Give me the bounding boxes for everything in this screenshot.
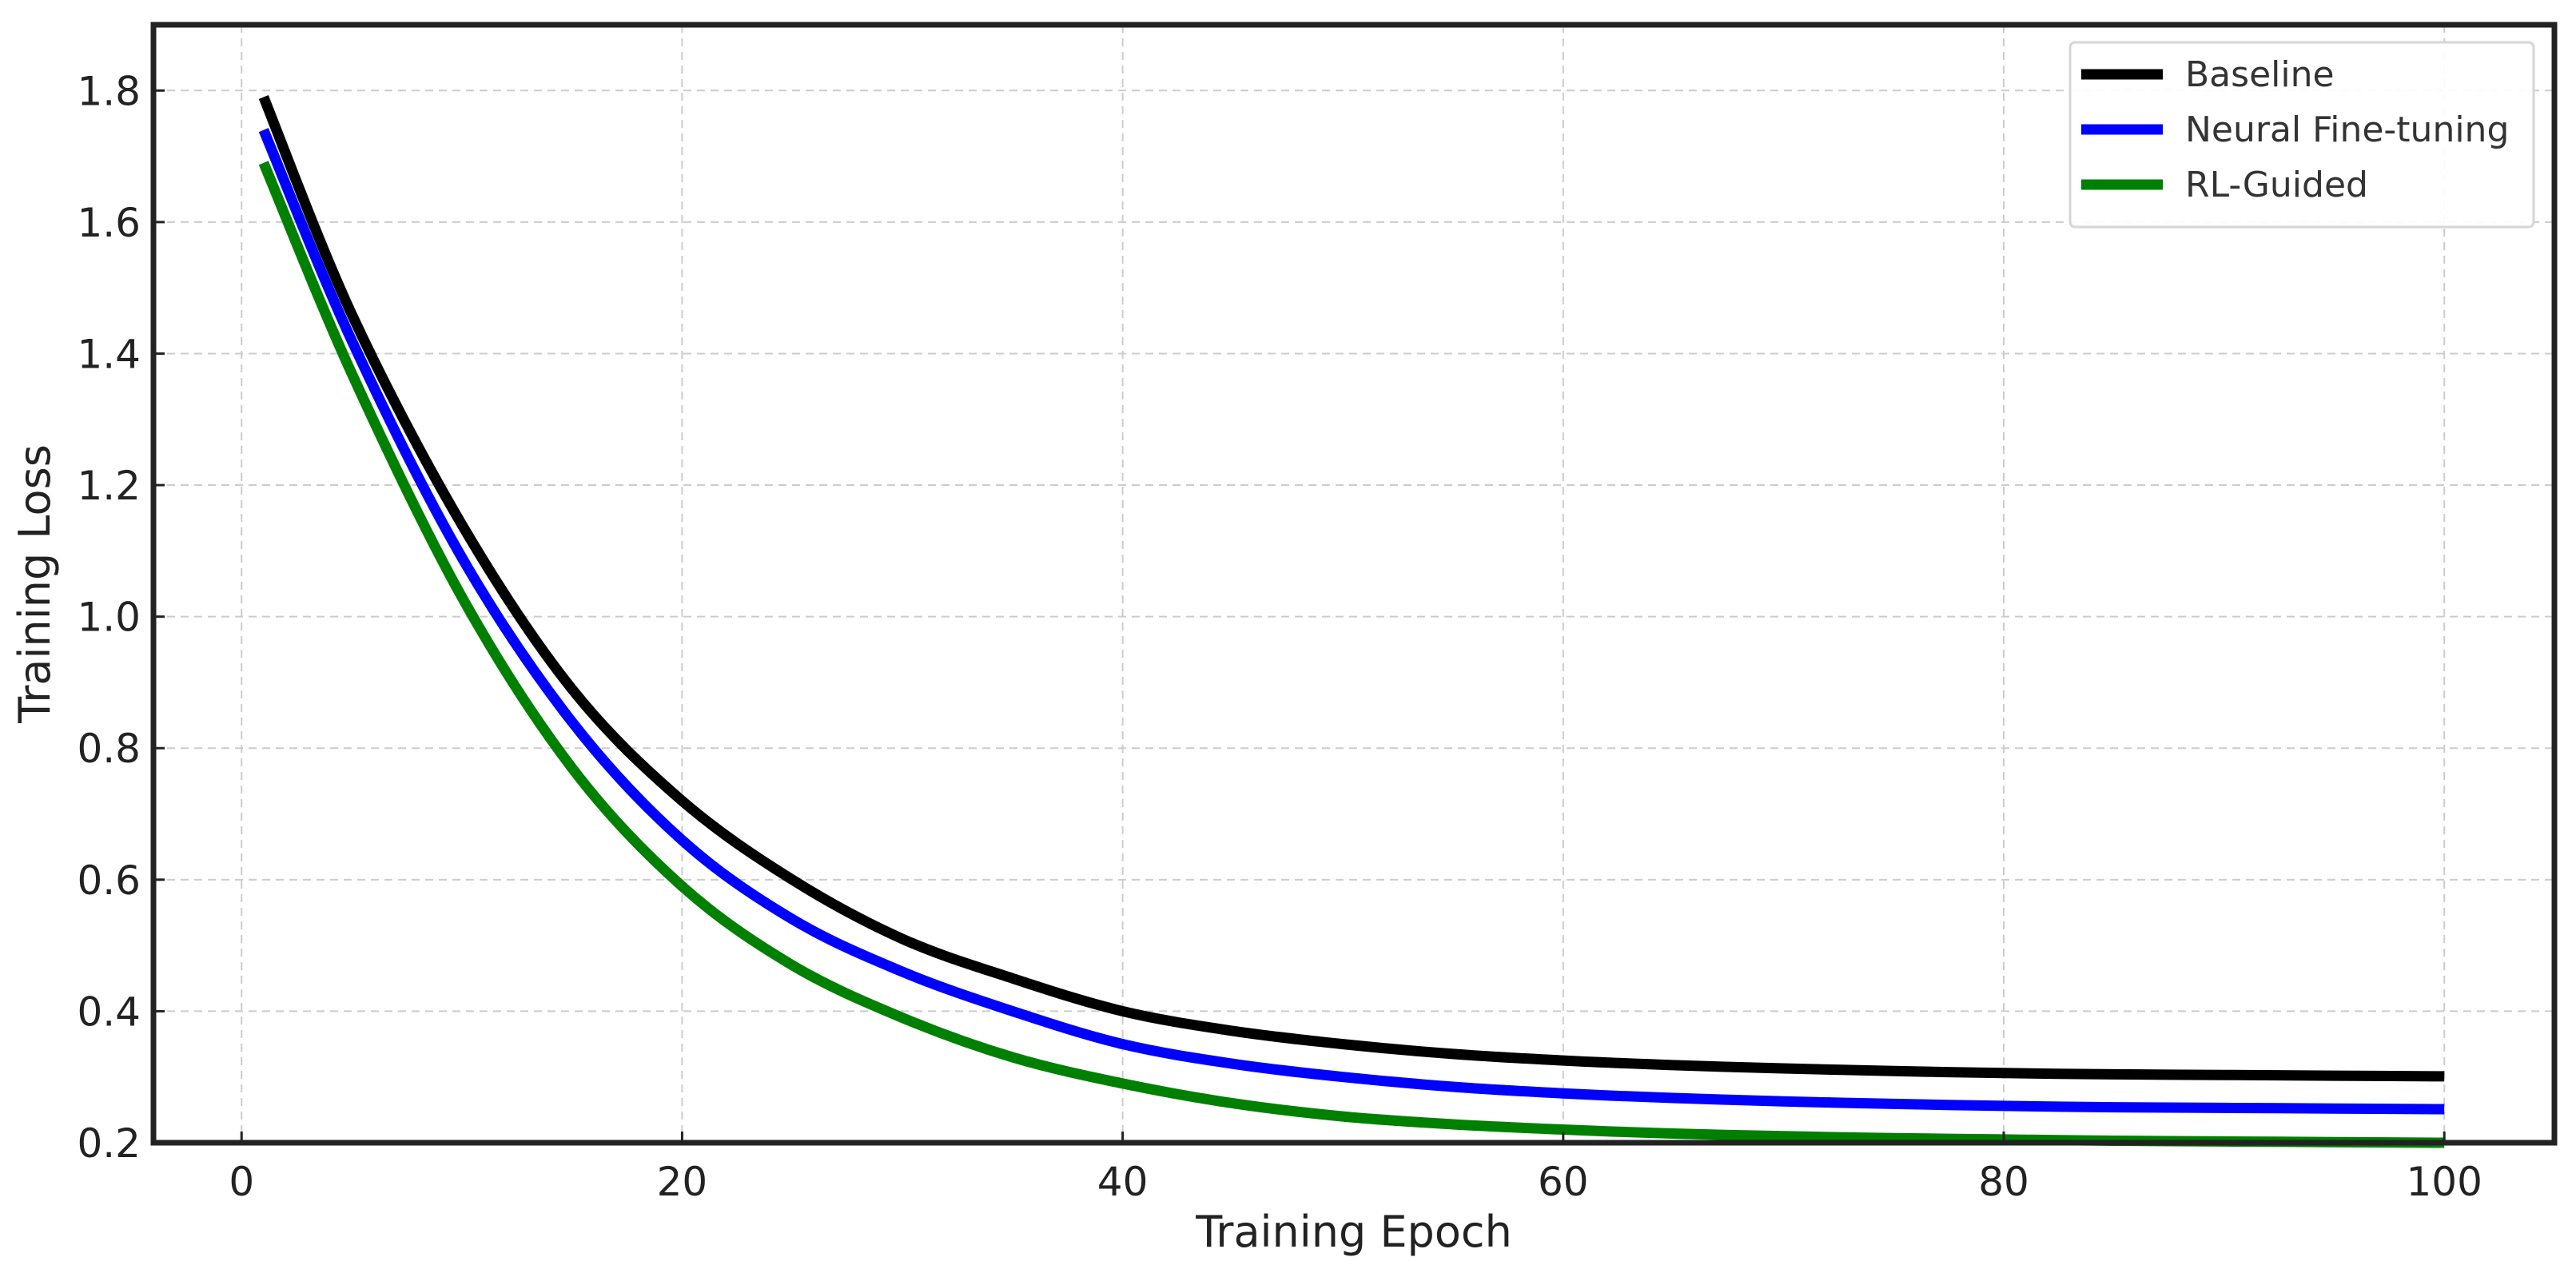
x-tick-label: 0 [229,1159,254,1205]
y-tick-label: 1.6 [77,200,141,246]
series-line-1 [258,128,2445,1115]
legend-box [2068,41,2535,229]
x-tick-label: 100 [2406,1159,2482,1205]
y-tick-label: 1.8 [77,68,141,114]
legend-label: Neural Fine-tuning [2185,109,2509,150]
y-tick-label: 1.4 [77,331,141,377]
x-axis-label: Training Epoch [1195,1207,1512,1257]
y-tick-label: 1.0 [77,595,141,641]
axis-ticks: 0 20 40 60 80 100 0.2 0.4 0.6 0.8 1.0 1.2 1.4 1.6 1.8 [77,68,2482,1205]
x-tick-label: 80 [1978,1159,2029,1205]
series-line-0 [258,95,2445,1082]
plot-frame [150,22,2558,1146]
x-tick-label: 40 [1097,1159,1149,1205]
y-tick-label: 0.2 [77,1120,141,1167]
x-tick-label: 60 [1538,1159,1589,1205]
legend: Baseline Neural Fine-tuning RL-Guided [2068,41,2535,229]
x-tick-label: 20 [657,1159,708,1205]
y-tick-label: 0.8 [77,726,141,772]
legend-label: RL-Guided [2185,165,2368,205]
y-tick-label: 0.4 [77,989,141,1035]
y-tick-label: 0.6 [77,857,141,904]
legend-label: Baseline [2185,54,2335,95]
series-line-2 [258,161,2445,1148]
y-axis-label: Training Loss [10,444,60,724]
series-lines [258,95,2445,1148]
y-tick-label: 1.2 [77,463,141,509]
